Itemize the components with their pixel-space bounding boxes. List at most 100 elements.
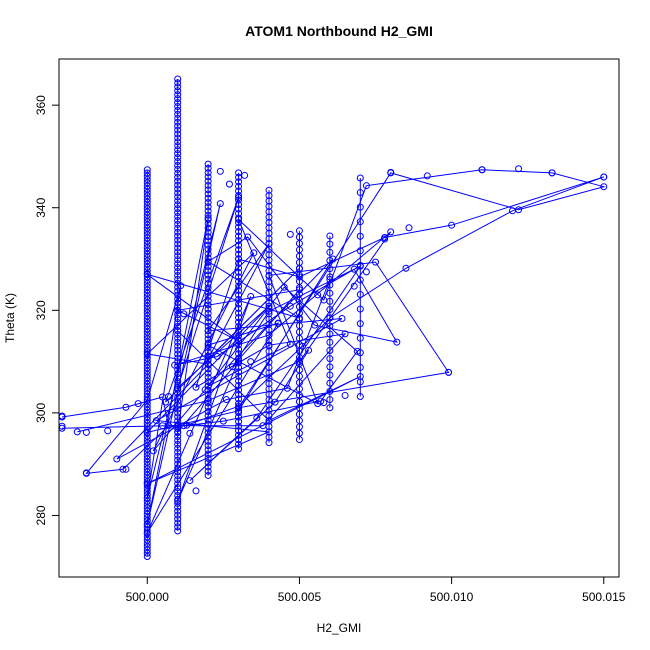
data-point <box>152 417 160 425</box>
data-point <box>204 262 212 270</box>
x-tick-label: 500.015 <box>582 590 626 604</box>
data-point <box>174 381 182 389</box>
data-point <box>213 352 221 360</box>
data-point <box>295 273 303 281</box>
data-point <box>341 391 349 399</box>
data-point <box>204 416 212 424</box>
data-point <box>326 404 334 412</box>
data-point <box>235 264 243 272</box>
data-point <box>174 271 182 279</box>
data-point <box>235 214 243 222</box>
data-point <box>265 213 273 221</box>
data-point <box>174 307 182 315</box>
data-point <box>174 138 182 146</box>
data-point <box>174 165 182 173</box>
data-point <box>362 268 370 276</box>
data-point <box>326 289 334 297</box>
data-point <box>122 465 130 473</box>
data-point <box>174 370 182 378</box>
data-point <box>204 326 212 334</box>
data-point <box>192 487 200 495</box>
data-point <box>119 465 127 473</box>
data-point <box>174 303 182 311</box>
data-point <box>326 306 334 314</box>
data-point <box>235 196 243 204</box>
data-point <box>174 201 182 209</box>
data-point <box>274 320 282 328</box>
data-point <box>204 403 212 411</box>
data-point <box>174 95 182 103</box>
data-point <box>174 385 182 393</box>
data-point <box>174 181 182 189</box>
data-point <box>174 173 182 181</box>
data-point <box>235 440 243 448</box>
data-point <box>286 302 294 310</box>
data-point <box>174 374 182 382</box>
data-point <box>265 251 273 259</box>
data-point <box>174 476 182 484</box>
data-point <box>204 395 212 403</box>
data-point <box>174 256 182 264</box>
data-point <box>265 401 273 409</box>
data-point <box>235 418 243 426</box>
data-point <box>174 110 182 118</box>
data-point <box>165 392 173 400</box>
data-point <box>174 495 182 503</box>
data-point <box>244 233 252 241</box>
data-point <box>174 523 182 531</box>
data-point <box>204 318 212 326</box>
data-point <box>356 203 364 211</box>
data-point <box>235 250 243 258</box>
data-point <box>265 278 273 286</box>
data-point <box>174 103 182 111</box>
data-point <box>235 422 243 430</box>
data-point <box>174 118 182 126</box>
data-point <box>216 200 224 208</box>
data-point <box>235 327 243 335</box>
data-point <box>204 194 212 202</box>
x-tick-label: 500.005 <box>278 590 322 604</box>
data-point <box>235 210 243 218</box>
data-point <box>174 323 182 331</box>
data-point <box>235 400 243 408</box>
data-point <box>326 256 334 264</box>
data-point <box>204 429 212 437</box>
data-point <box>204 203 212 211</box>
data-point <box>350 282 358 290</box>
data-point <box>356 174 364 182</box>
data-point <box>204 237 212 245</box>
data-point <box>174 393 182 401</box>
data-point <box>235 219 243 227</box>
data-point <box>326 240 334 248</box>
data-point <box>265 321 273 329</box>
data-point <box>265 294 273 302</box>
data-point <box>356 261 364 269</box>
data-point <box>174 433 182 441</box>
data-point <box>174 507 182 515</box>
data-point <box>478 166 486 174</box>
data-point <box>235 201 243 209</box>
data-point <box>174 287 182 295</box>
data-point <box>174 448 182 456</box>
data-point <box>314 291 322 299</box>
data-point <box>174 169 182 177</box>
data-point <box>174 527 182 535</box>
data-point <box>265 363 273 371</box>
data-point <box>174 440 182 448</box>
data-point <box>174 264 182 272</box>
data-point <box>204 352 212 360</box>
data-point <box>186 429 194 437</box>
data-point <box>174 425 182 433</box>
data-point <box>174 236 182 244</box>
data-point <box>326 396 334 404</box>
data-point <box>235 259 243 267</box>
data-point <box>204 254 212 262</box>
data-point <box>174 315 182 323</box>
data-point <box>216 167 224 175</box>
data-point <box>235 413 243 421</box>
data-point <box>174 484 182 492</box>
data-point <box>372 258 380 266</box>
data-point <box>326 281 334 289</box>
data-point <box>174 338 182 346</box>
